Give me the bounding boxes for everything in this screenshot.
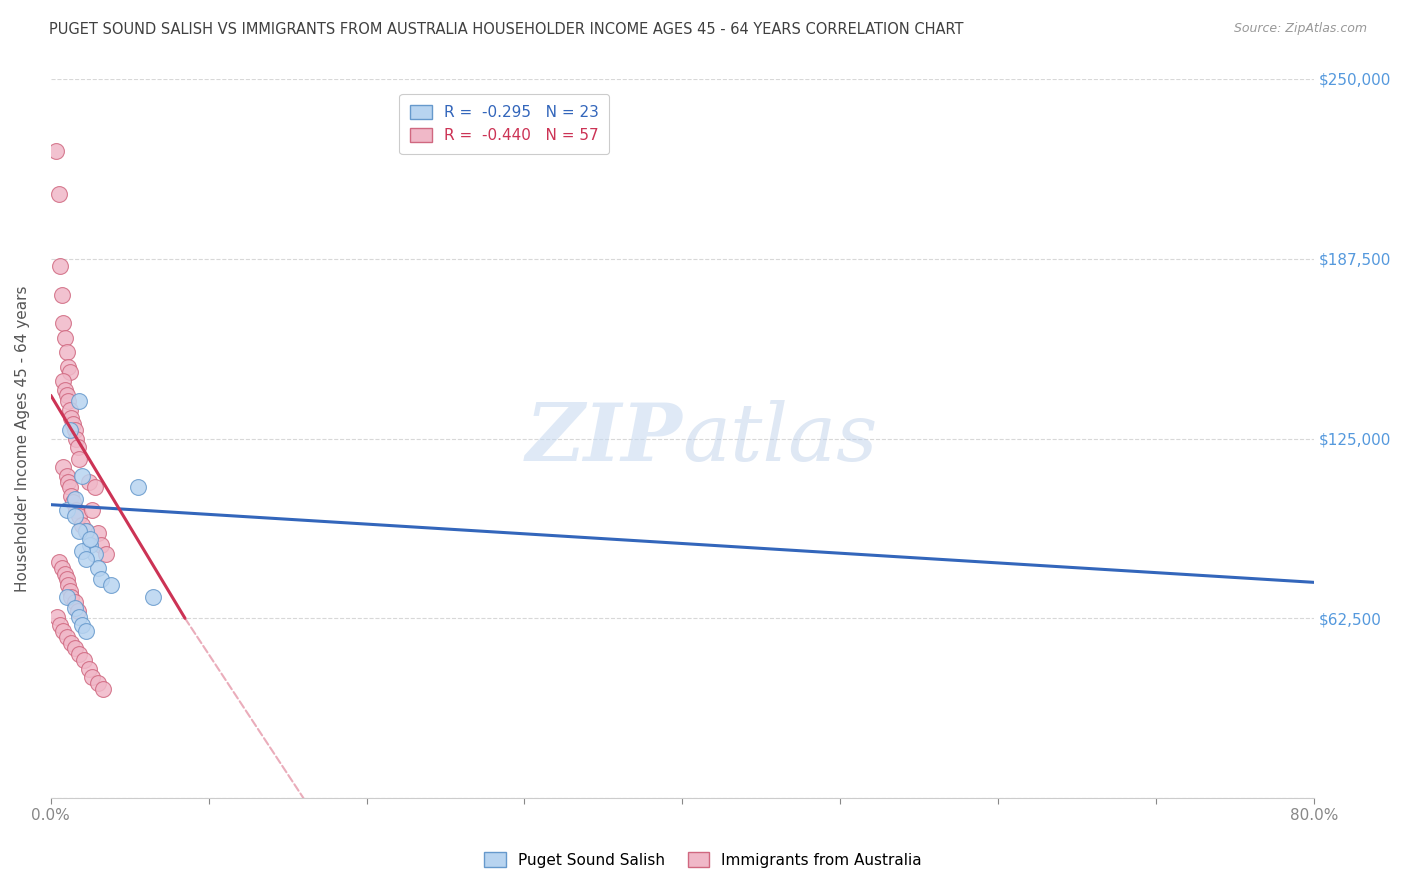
Point: [67, 647, 90, 661]
Point: [77, 475, 100, 489]
Point: [60, 636, 83, 650]
Point: [72, 618, 94, 632]
Text: Source: ZipAtlas.com: Source: ZipAtlas.com: [1233, 22, 1367, 36]
Point: [55, 503, 77, 517]
Point: [65, 432, 87, 446]
Point: [63, 423, 86, 437]
Point: [63, 601, 86, 615]
Point: [49, 618, 72, 632]
Point: [75, 552, 97, 566]
Point: [73, 653, 96, 667]
Point: [52, 374, 75, 388]
Point: [72, 469, 94, 483]
Legend: R =  -0.295   N = 23, R =  -0.440   N = 57: R = -0.295 N = 23, R = -0.440 N = 57: [399, 94, 609, 154]
Point: [67, 509, 90, 524]
Point: [65, 503, 87, 517]
Text: PUGET SOUND SALISH VS IMMIGRANTS FROM AUSTRALIA HOUSEHOLDER INCOME AGES 45 - 64 : PUGET SOUND SALISH VS IMMIGRANTS FROM AU…: [49, 22, 963, 37]
Text: atlas: atlas: [682, 400, 877, 477]
Point: [84, 480, 107, 494]
Point: [127, 480, 149, 494]
Point: [53, 331, 76, 345]
Point: [46, 610, 69, 624]
Point: [94, 547, 117, 561]
Point: [59, 423, 82, 437]
Point: [91, 681, 114, 696]
Point: [52, 624, 75, 639]
Point: [63, 595, 86, 609]
Point: [52, 460, 75, 475]
Point: [53, 566, 76, 581]
Point: [80, 503, 103, 517]
Point: [67, 610, 90, 624]
Point: [63, 491, 86, 506]
Point: [60, 411, 83, 425]
Point: [48, 187, 70, 202]
Point: [55, 345, 77, 359]
Point: [59, 402, 82, 417]
Text: ZIP: ZIP: [526, 400, 682, 477]
Point: [58, 578, 80, 592]
Point: [67, 451, 90, 466]
Point: [90, 573, 112, 587]
Point: [58, 359, 80, 374]
Point: [66, 604, 89, 618]
Point: [51, 561, 73, 575]
Point: [63, 509, 86, 524]
Point: [59, 365, 82, 379]
Point: [48, 555, 70, 569]
Point: [79, 538, 101, 552]
Y-axis label: Householder Income Ages 45 - 64 years: Householder Income Ages 45 - 64 years: [15, 285, 30, 591]
Point: [72, 517, 94, 532]
Point: [87, 561, 110, 575]
Point: [55, 573, 77, 587]
Point: [84, 547, 107, 561]
Point: [87, 526, 110, 541]
Point: [87, 676, 110, 690]
Point: [53, 383, 76, 397]
Point: [58, 475, 80, 489]
Point: [67, 394, 90, 409]
Point: [49, 259, 72, 273]
Point: [75, 524, 97, 538]
Point: [60, 590, 83, 604]
Point: [55, 630, 77, 644]
Point: [51, 287, 73, 301]
Point: [142, 590, 165, 604]
Point: [63, 641, 86, 656]
Point: [75, 524, 97, 538]
Point: [72, 543, 94, 558]
Point: [59, 480, 82, 494]
Point: [52, 317, 75, 331]
Point: [77, 662, 100, 676]
Point: [62, 417, 84, 431]
Point: [60, 489, 83, 503]
Point: [80, 670, 103, 684]
Point: [66, 440, 89, 454]
Point: [75, 624, 97, 639]
Point: [55, 388, 77, 402]
Point: [55, 469, 77, 483]
Point: [59, 584, 82, 599]
Point: [67, 524, 90, 538]
Point: [62, 495, 84, 509]
Point: [45, 144, 67, 158]
Legend: Puget Sound Salish, Immigrants from Australia: Puget Sound Salish, Immigrants from Aust…: [478, 846, 928, 873]
Point: [55, 590, 77, 604]
Point: [90, 538, 112, 552]
Point: [100, 578, 122, 592]
Point: [58, 394, 80, 409]
Point: [79, 532, 101, 546]
